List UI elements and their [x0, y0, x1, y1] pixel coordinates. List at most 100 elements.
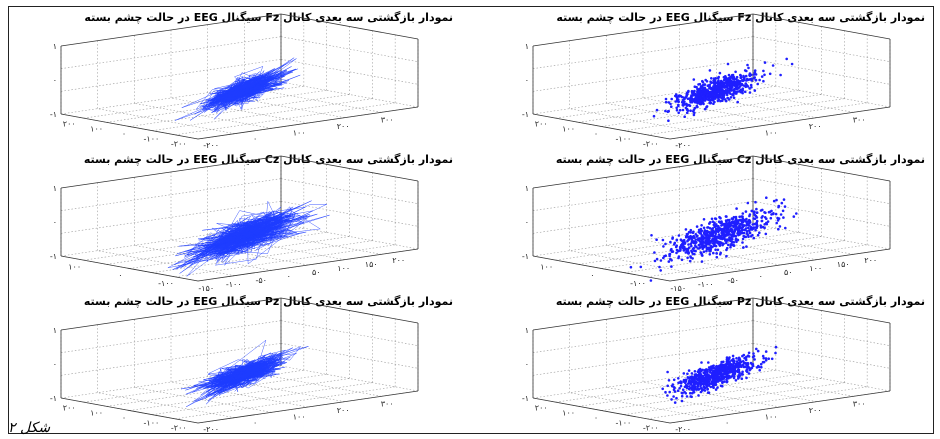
data-point: [701, 378, 704, 382]
data-point: [700, 239, 703, 243]
plot-3d: ۱ ۰ -۱ ۲۰۰ ۱۰۰ ۰ -۱۰۰ -۲۰۰ -۲۰۰ ۰ ۱۰۰ ۲۰۰ ۳۰۰: [522, 13, 891, 150]
data-point: [767, 357, 770, 360]
data-point: [751, 364, 755, 368]
data-point: [696, 386, 699, 390]
data-point: [749, 235, 753, 238]
data-point: [783, 205, 787, 208]
data-point: [746, 365, 749, 369]
data-point: [777, 217, 781, 220]
data-point: [688, 391, 692, 395]
grid-line: [606, 245, 744, 271]
data-point: [703, 83, 707, 86]
data-point: [688, 104, 692, 107]
data-point: [733, 234, 736, 238]
data-point: [746, 63, 749, 67]
data-point: [737, 369, 740, 373]
data-point: [695, 85, 698, 89]
y-tick-label: ۱۰۰: [809, 264, 822, 273]
data-point: [753, 358, 756, 361]
x-tick-label: ۱۰۰: [562, 125, 575, 134]
data-point: [700, 260, 704, 263]
data-point: [746, 85, 750, 88]
data-point: [655, 238, 658, 241]
data-point: [667, 119, 670, 122]
data-point: [723, 98, 727, 101]
data-point: [725, 358, 729, 361]
data-point: [711, 237, 714, 241]
data-point: [681, 103, 685, 107]
x-tick-label: ۲۰۰: [535, 404, 548, 413]
data-point: [696, 88, 699, 91]
data-point: [685, 386, 689, 390]
data-point: [725, 254, 728, 258]
data-point: [741, 354, 744, 358]
data-point: [662, 245, 665, 248]
data-point: [718, 229, 721, 232]
axis-line: [197, 106, 419, 140]
data-point: [688, 259, 692, 263]
data-point: [720, 360, 723, 364]
data-point: [692, 246, 696, 250]
data-point: [659, 269, 662, 272]
y-tick-label: ۰: [725, 419, 729, 428]
data-point: [677, 255, 681, 258]
data-point: [755, 223, 759, 226]
data-point: [678, 94, 681, 97]
data-point: [686, 256, 689, 260]
data-point: [653, 259, 657, 263]
data-point: [691, 391, 694, 395]
data-point: [677, 100, 680, 103]
panel-title: نمودار بازگشتی سه بعدی کانال Cz سیگنال E…: [555, 153, 925, 166]
data-point: [686, 109, 690, 112]
data-point: [663, 255, 666, 258]
data-point: [725, 93, 729, 97]
data-point: [725, 380, 729, 384]
data-point: [629, 265, 633, 269]
x-tick-label: -۱۰۰: [144, 135, 160, 144]
axis-line: [532, 397, 671, 424]
x-tick-label: ۰: [122, 130, 126, 139]
data-point: [757, 365, 761, 369]
data-point: [695, 225, 699, 228]
data-point: [697, 394, 700, 397]
x-tick-label: -۲۰۰: [171, 424, 187, 433]
data-point: [655, 108, 659, 112]
data-point: [690, 250, 694, 253]
data-point: [729, 376, 732, 379]
data-point: [681, 98, 685, 102]
data-point: [719, 99, 722, 103]
y-tick-label: -۱۰۰: [698, 280, 714, 289]
data-point: [728, 236, 731, 239]
data-point: [743, 365, 747, 369]
grid-line: [244, 371, 382, 397]
data-point: [716, 386, 719, 389]
data-point: [761, 225, 765, 229]
data-point: [727, 90, 731, 93]
data-point: [740, 215, 743, 218]
data-point: [779, 213, 783, 216]
data-point: [653, 251, 656, 254]
data-point: [714, 236, 718, 240]
data-point: [730, 217, 734, 220]
data-point: [702, 231, 706, 234]
data-point: [719, 85, 722, 88]
grid-line: [569, 108, 707, 134]
data-point: [685, 395, 689, 398]
figure-frame: نمودار بازگشتی سه بعدی کانال Fz سیگنال E…: [8, 6, 934, 434]
data-point: [702, 94, 705, 97]
y-tick-label: -۵۰: [728, 276, 739, 285]
data-point: [711, 385, 715, 389]
data-point: [717, 83, 721, 87]
data-point: [679, 244, 683, 247]
data-point: [700, 99, 704, 102]
data-point: [680, 258, 684, 262]
data-point: [764, 359, 768, 362]
data-point: [700, 92, 703, 95]
data-point: [690, 372, 694, 375]
data-point: [739, 76, 742, 80]
data-point: [714, 217, 718, 221]
x-tick-label: ۲۰۰: [535, 120, 548, 129]
data-point: [716, 366, 720, 370]
data-point: [714, 92, 717, 96]
data-point: [766, 220, 770, 223]
